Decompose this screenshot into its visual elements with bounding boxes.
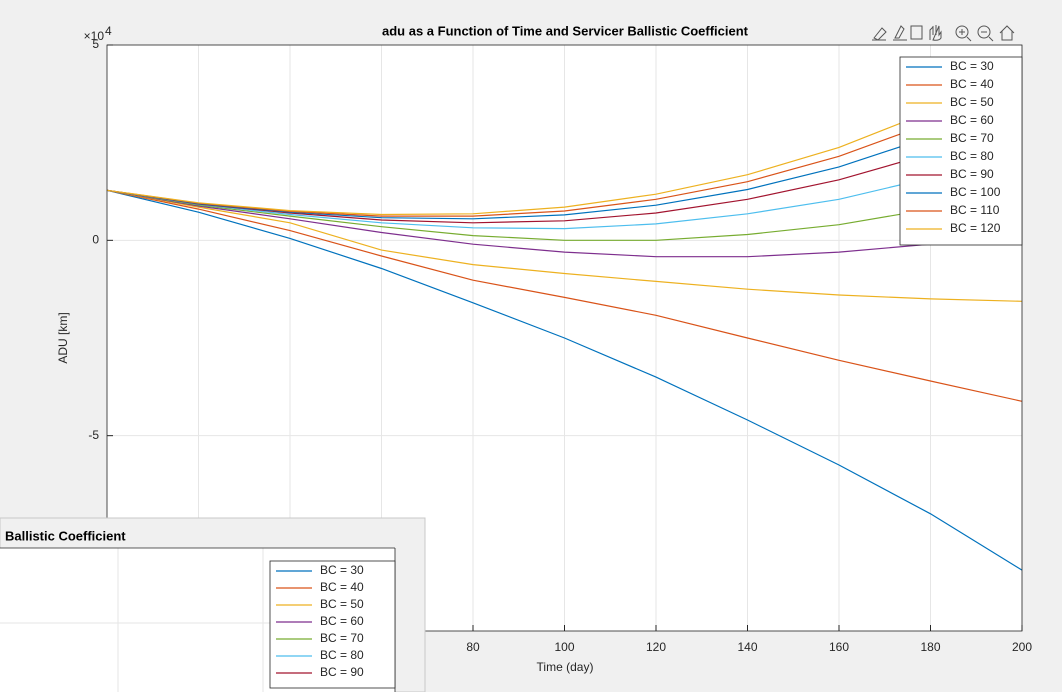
y-multiplier-base: ×10 xyxy=(84,29,105,43)
series-line xyxy=(106,189,1023,571)
legend-label: BC = 90 xyxy=(320,665,364,679)
legend-label: BC = 40 xyxy=(950,77,994,91)
legend-box xyxy=(269,560,396,689)
y-tick-label: 5 xyxy=(92,37,99,51)
lines xyxy=(106,64,1023,571)
x-tick-label: 140 xyxy=(737,640,757,654)
pan-icon[interactable] xyxy=(929,25,942,41)
legend-label: BC = 80 xyxy=(320,648,364,662)
zoom-out-icon[interactable] xyxy=(977,25,991,39)
chart-title: Ballistic Coefficient xyxy=(5,528,126,543)
legend-label: BC = 70 xyxy=(320,631,364,645)
x-tick-label: 100 xyxy=(554,640,574,654)
legend-label: BC = 120 xyxy=(950,221,1001,235)
legend-label: BC = 40 xyxy=(320,580,364,594)
series-line xyxy=(106,121,1023,224)
legend-label: BC = 50 xyxy=(320,597,364,611)
legend-label: BC = 110 xyxy=(950,203,1000,217)
legend-label: BC = 30 xyxy=(950,59,994,73)
series-line xyxy=(106,80,1023,217)
series-line xyxy=(106,189,1023,402)
x-tick-label: 180 xyxy=(920,640,940,654)
legend-label: BC = 80 xyxy=(950,149,994,163)
x-tick-label: 80 xyxy=(466,640,480,654)
x-tick-label: 120 xyxy=(646,640,666,654)
legend-label: BC = 100 xyxy=(950,185,1001,199)
y-tick-label: -5 xyxy=(88,428,99,442)
x-axis-label: Time (day) xyxy=(537,660,594,674)
x-tick-label: 200 xyxy=(1012,640,1032,654)
x-tick-label: 160 xyxy=(829,640,849,654)
legend-label: BC = 90 xyxy=(950,167,994,181)
legend-label: BC = 60 xyxy=(320,614,364,628)
zoom-in-icon[interactable] xyxy=(955,25,969,39)
legend-label: BC = 50 xyxy=(950,95,994,109)
brush-icon[interactable] xyxy=(872,27,887,41)
legend-box xyxy=(899,56,1023,246)
series-line xyxy=(106,64,1023,216)
series-line xyxy=(106,185,1023,241)
legend: BC = 30 BC = 40 BC = 50 BC = 60 BC = 70 BC = … xyxy=(269,560,396,689)
axes-toolbar[interactable] xyxy=(872,25,1015,42)
series-line xyxy=(106,189,1023,302)
datatip-icon[interactable] xyxy=(893,25,907,41)
series-line xyxy=(106,149,1023,230)
series-line xyxy=(106,189,1023,258)
home-icon[interactable] xyxy=(999,25,1015,41)
legend-label: BC = 70 xyxy=(950,131,994,145)
y-axis-label: ADU [km] xyxy=(56,312,70,363)
legend: BC = 30 BC = 40 BC = 50 BC = 60 BC = 70 BC = … xyxy=(899,56,1023,246)
legend-label: BC = 30 xyxy=(320,563,364,577)
legend-label: BC = 60 xyxy=(950,113,994,127)
y-tick-label: 0 xyxy=(92,233,99,247)
series-line xyxy=(106,99,1023,220)
legend-icon[interactable] xyxy=(910,25,923,40)
y-multiplier-exponent: 4 xyxy=(105,24,112,38)
chart-title: adu as a Function of Time and Servicer B… xyxy=(382,23,749,38)
